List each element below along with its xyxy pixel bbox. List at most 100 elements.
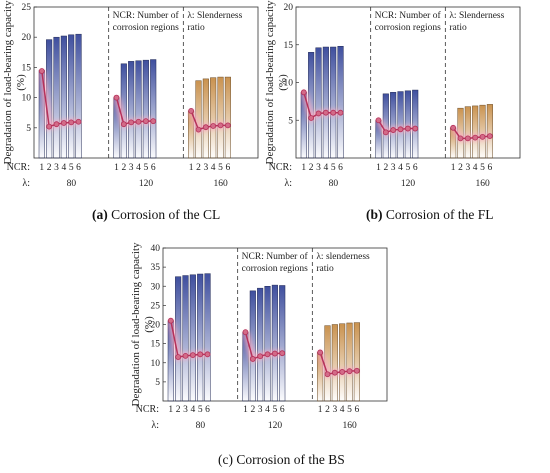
x-tick-label-ncr: 5: [218, 163, 223, 173]
series-point: [135, 118, 142, 125]
bar: [128, 61, 135, 159]
y-tick-label: 5: [26, 124, 31, 134]
series-point: [224, 122, 231, 129]
y-axis-label-line: (%): [15, 74, 27, 91]
series-point: [346, 368, 353, 375]
series-point: [197, 351, 204, 358]
annotation-text: corrosion regions: [375, 23, 442, 33]
series-point: [412, 125, 419, 132]
x-tick-label-ncr: 4: [265, 405, 270, 415]
y-tick-label: 35: [151, 263, 161, 273]
x-tick-label-ncr: 1: [243, 405, 248, 415]
bar: [224, 76, 231, 159]
x-tick-label-ncr: 1: [189, 163, 194, 173]
x-tick-label-ncr: 5: [405, 163, 410, 173]
y-tick-label: 25: [22, 3, 32, 13]
bar: [197, 273, 204, 402]
series-point: [330, 109, 337, 116]
series-point: [210, 123, 217, 129]
row-label-lambda: λ:: [22, 178, 30, 189]
y-axis-label-line: Degradation of load-bearing capacity: [264, 0, 276, 165]
y-tick-label: 30: [151, 282, 161, 292]
caption-a-text: Corrosion of the CL: [107, 207, 221, 222]
row-label-ncr: NCR:: [136, 404, 159, 415]
series-point: [60, 120, 67, 126]
series-point: [264, 351, 271, 358]
caption-b: (b) Corrosion of the FL: [366, 207, 494, 223]
x-tick-label-ncr: 1: [451, 163, 456, 173]
x-tick-label-ncr: 4: [323, 163, 328, 173]
x-tick-label-ncr: 3: [332, 405, 337, 415]
y-tick-label: 5: [288, 116, 293, 126]
bar: [150, 59, 157, 159]
series-point: [464, 135, 471, 142]
bar: [486, 104, 493, 159]
x-tick-label-ncr: 1: [168, 405, 173, 415]
series-point: [38, 68, 45, 74]
x-tick-label-ncr: 3: [465, 163, 470, 173]
series-point: [337, 109, 344, 116]
bar: [472, 105, 479, 159]
series-point: [142, 118, 149, 125]
series-point: [331, 369, 338, 376]
x-tick-label-ncr: 6: [355, 405, 360, 415]
series-point: [217, 122, 224, 129]
bar: [404, 90, 411, 159]
y-tick-label: 15: [22, 63, 32, 73]
bar: [202, 78, 209, 159]
series-point: [271, 350, 278, 357]
row-label-lambda: λ:: [284, 178, 292, 189]
series-point: [397, 126, 404, 133]
y-tick-label: 10: [22, 94, 32, 104]
bar: [60, 35, 67, 159]
series-point: [390, 127, 397, 133]
bar: [257, 287, 264, 402]
series-point: [404, 125, 411, 132]
group-label-lambda: 80: [67, 179, 77, 189]
x-tick-label-ncr: 2: [383, 163, 388, 173]
bar: [479, 104, 486, 159]
y-tick-label: 10: [151, 359, 161, 369]
series-point: [382, 129, 389, 136]
x-tick-label-ncr: 3: [129, 163, 134, 173]
y-tick-label: 15: [284, 41, 294, 51]
caption-b-text: Corrosion of the FL: [382, 207, 494, 222]
annotation-text: ratio: [187, 23, 205, 33]
bar: [464, 106, 471, 159]
series-point: [375, 117, 382, 124]
x-tick-label-ncr: 3: [203, 163, 208, 173]
series-point: [175, 354, 182, 360]
x-tick-label-ncr: 5: [480, 163, 485, 173]
group-label-lambda: 160: [214, 179, 229, 189]
group-label-lambda: 160: [343, 421, 358, 431]
x-tick-label-ncr: 6: [488, 163, 493, 173]
x-tick-label-ncr: 1: [301, 163, 306, 173]
annotation-text: ratio: [449, 23, 467, 33]
x-tick-label-ncr: 6: [205, 405, 210, 415]
row-label-lambda: λ:: [151, 420, 159, 431]
series-point: [308, 115, 315, 121]
bar: [135, 60, 142, 159]
x-tick-label-ncr: 1: [318, 405, 323, 415]
caption-a-label: (a): [92, 207, 108, 222]
series-point: [249, 356, 256, 362]
y-axis-label: Degradation of load-bearing capacity (%): [2, 0, 27, 165]
bar: [279, 285, 286, 402]
series-point: [300, 89, 307, 96]
x-tick-label-ncr: 2: [196, 163, 201, 173]
caption-c-text: Corrosion of the BS: [232, 452, 345, 467]
x-tick-label-ncr: 4: [473, 163, 478, 173]
x-tick-label-ncr: 2: [250, 405, 255, 415]
annotation-text: NCR: Number of: [242, 251, 309, 262]
y-tick-label: 20: [151, 321, 161, 331]
series-point: [204, 351, 211, 358]
group-label-lambda: 120: [401, 179, 416, 189]
bar: [182, 275, 189, 402]
series-point: [257, 353, 264, 360]
row-label-ncr: NCR:: [7, 162, 30, 173]
bar: [204, 273, 211, 402]
series-point: [167, 317, 174, 324]
y-tick-label: 25: [151, 301, 161, 311]
series-point: [457, 135, 464, 142]
series-point: [339, 369, 346, 375]
